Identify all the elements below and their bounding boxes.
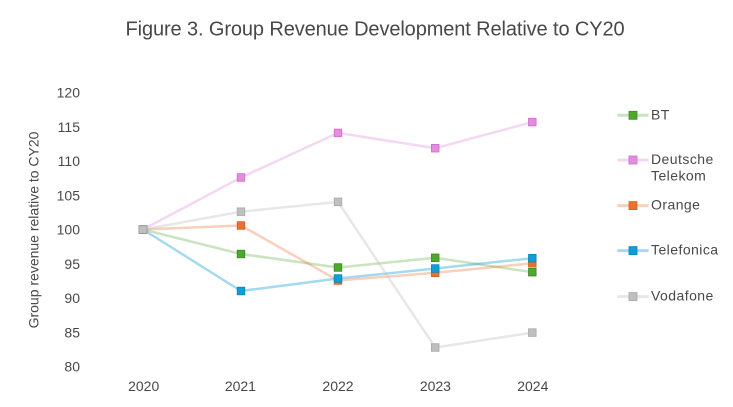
svg-text:2020: 2020 [128, 378, 159, 394]
svg-text:90: 90 [64, 290, 80, 306]
svg-text:100: 100 [57, 222, 81, 238]
svg-text:Telekom: Telekom [651, 168, 706, 184]
svg-text:Vodafone: Vodafone [651, 288, 714, 304]
svg-text:120: 120 [57, 85, 81, 101]
svg-text:Telefonica: Telefonica [651, 242, 719, 258]
svg-text:Group revenue relative to CY20: Group revenue relative to CY20 [26, 131, 42, 328]
svg-text:105: 105 [57, 187, 81, 203]
svg-text:95: 95 [64, 256, 80, 272]
svg-text:BT: BT [651, 106, 670, 122]
svg-text:Deutsche: Deutsche [651, 151, 714, 167]
svg-text:2023: 2023 [420, 378, 451, 394]
svg-text:115: 115 [58, 119, 81, 135]
svg-text:80: 80 [64, 359, 80, 375]
svg-text:Figure 3. Group Revenue Develo: Figure 3. Group Revenue Development Rela… [126, 19, 625, 41]
svg-text:2022: 2022 [322, 378, 353, 394]
svg-text:Orange: Orange [651, 197, 700, 213]
svg-text:85: 85 [64, 324, 80, 340]
svg-text:2021: 2021 [225, 378, 256, 394]
svg-text:2024: 2024 [517, 378, 548, 394]
svg-text:110: 110 [58, 153, 81, 169]
